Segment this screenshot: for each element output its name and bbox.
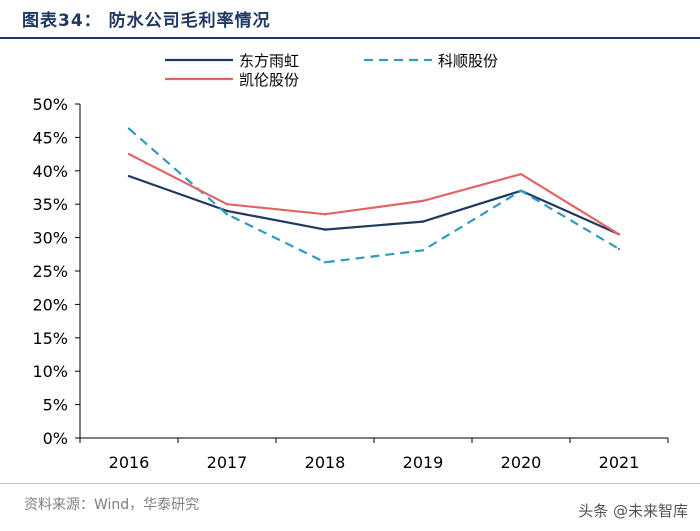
- data-point: [323, 213, 327, 216]
- y-tick-label: 25%: [32, 262, 68, 281]
- x-tick-label: 2021: [599, 453, 640, 472]
- data-point: [225, 213, 229, 216]
- watermark-text: 头条 @未来智库: [578, 502, 688, 520]
- chart-title: 图表34： 防水公司毛利率情况: [22, 11, 271, 31]
- data-point: [127, 152, 131, 156]
- data-point: [127, 127, 131, 130]
- y-tick-label: 5%: [43, 396, 68, 415]
- line-chart: 0% 5% 10% 15% 20% 25% 30% 35% 40% 45% 50% 2016 2017 2…: [32, 52, 669, 472]
- series-line-3: [128, 153, 620, 236]
- y-tick-label: 40%: [32, 162, 68, 181]
- x-tick-label: 2016: [109, 453, 150, 472]
- y-tick-label: 10%: [32, 362, 68, 381]
- y-tick-label: 35%: [32, 195, 68, 214]
- legend-label: 凯伦股份: [239, 71, 299, 89]
- y-tick-label: 15%: [32, 329, 68, 348]
- x-tick-label: 2019: [403, 453, 444, 472]
- footer: 资料来源：Wind，华泰研究 头条 @未来智库: [0, 483, 700, 531]
- x-tick-label: 2018: [305, 453, 346, 472]
- data-point: [127, 174, 131, 178]
- y-tick-label: 50%: [32, 95, 68, 114]
- source-note: 资料来源：Wind，华泰研究: [24, 497, 200, 513]
- data-point: [617, 233, 621, 236]
- data-point: [421, 249, 425, 252]
- chart-series: [127, 127, 621, 264]
- data-point: [617, 247, 621, 251]
- data-point: [519, 189, 523, 193]
- data-point: [519, 172, 523, 176]
- data-point: [323, 228, 327, 231]
- series-line-1: [128, 175, 620, 236]
- y-tick-label: 45%: [32, 128, 68, 147]
- legend-label: 科顺股份: [438, 52, 498, 70]
- data-point: [421, 199, 425, 203]
- data-point: [323, 261, 327, 264]
- y-tick-label: 0%: [43, 429, 68, 448]
- x-tick-label: 2017: [207, 453, 248, 472]
- legend-label: 东方雨虹: [239, 52, 299, 70]
- x-tick-label: 2020: [501, 453, 542, 472]
- chart-axes: 0% 5% 10% 15% 20% 25% 30% 35% 40% 45% 50% 2016 2017 2…: [32, 95, 669, 472]
- data-point: [421, 220, 425, 223]
- series-line-2: [128, 127, 620, 264]
- data-point: [225, 209, 229, 213]
- data-point: [225, 203, 229, 206]
- y-tick-label: 20%: [32, 295, 68, 314]
- title-bar: 图表34： 防水公司毛利率情况: [0, 0, 700, 39]
- y-tick-label: 30%: [32, 229, 68, 248]
